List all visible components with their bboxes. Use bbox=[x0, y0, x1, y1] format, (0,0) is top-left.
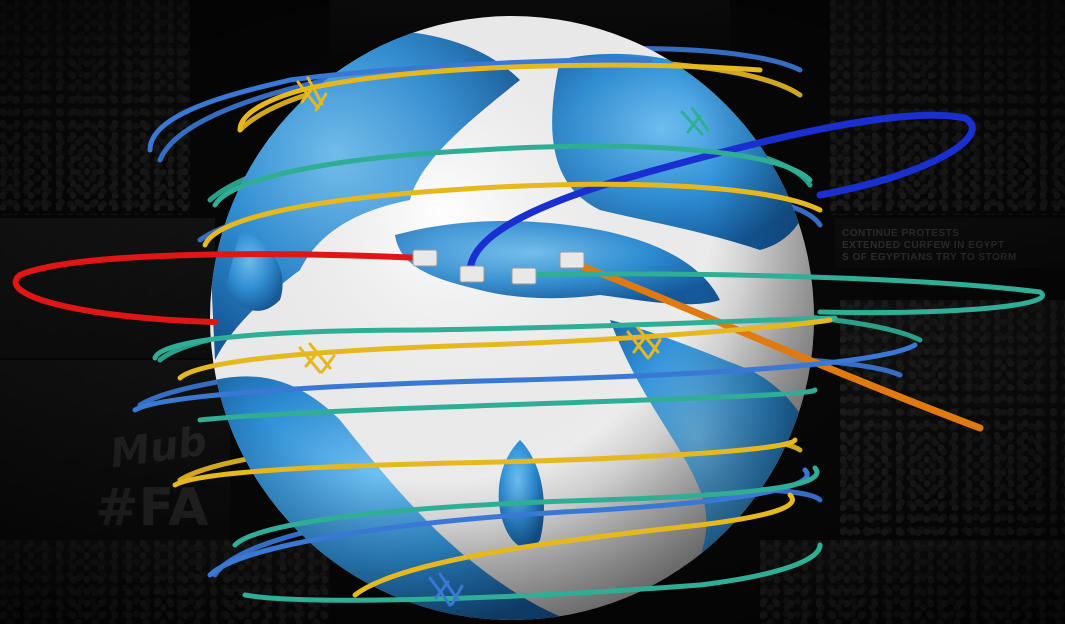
wire-teal-equator bbox=[517, 271, 1045, 316]
wire-plug-icon bbox=[412, 249, 585, 285]
wire-dark-blue bbox=[466, 111, 976, 276]
wires-front bbox=[12, 57, 1045, 603]
wire-red bbox=[12, 251, 423, 325]
barbed-wire-knot-icon bbox=[296, 76, 710, 607]
